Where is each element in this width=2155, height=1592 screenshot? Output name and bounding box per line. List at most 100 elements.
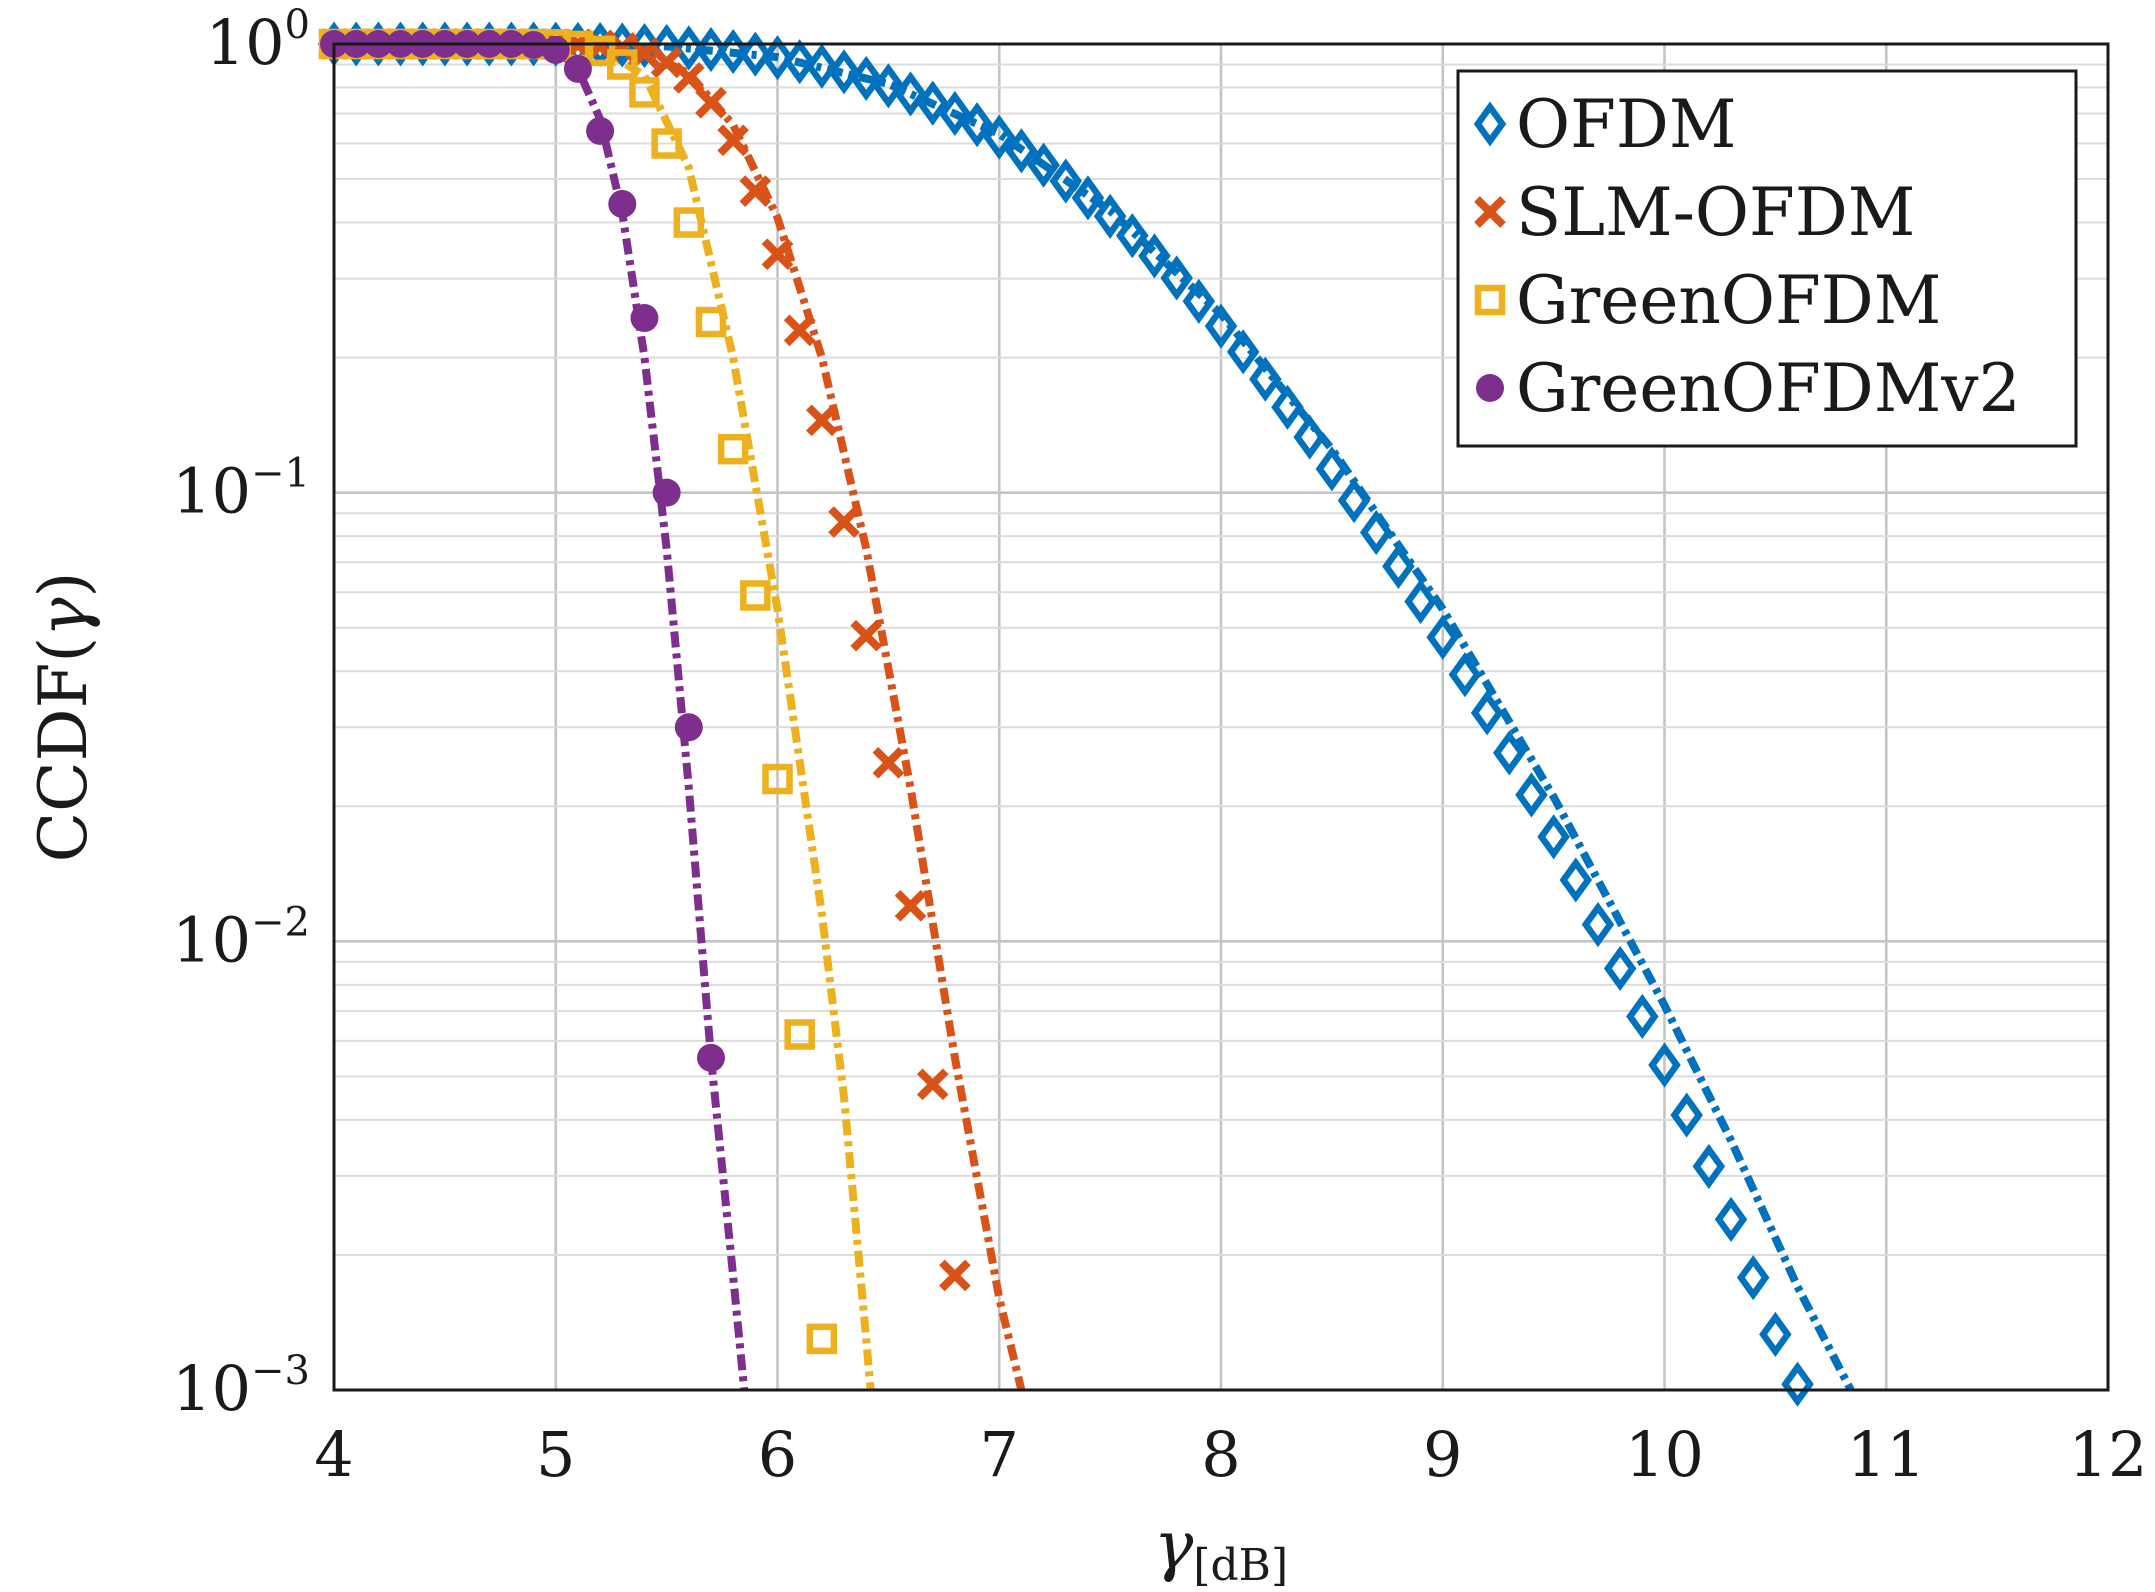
legend-box xyxy=(1456,69,2078,448)
x-tick-label: 11 xyxy=(1847,1418,1926,1491)
marker-greenofdm xyxy=(806,1323,838,1355)
marker-slm-ofdm xyxy=(850,619,883,652)
marker-greenofdmv2 xyxy=(696,1043,725,1072)
marker-slm-ofdm xyxy=(939,1259,971,1292)
marker-ofdm xyxy=(1049,158,1083,204)
marker-ofdm xyxy=(739,31,772,77)
marker-ofdm xyxy=(872,63,905,109)
marker-ofdm xyxy=(827,49,861,95)
marker-greenofdm xyxy=(629,77,660,108)
marker-ofdm xyxy=(1470,690,1504,736)
x-axis-symbol: γ xyxy=(1154,1507,1194,1584)
legend-item-greenofdm: GreenOFDM xyxy=(1474,262,1941,339)
marker-ofdm xyxy=(1027,142,1060,188)
legend-marker-slm-ofdm xyxy=(1474,196,1506,228)
x-tick-label: 7 xyxy=(980,1418,1019,1491)
marker-slm-ofdm xyxy=(650,46,683,79)
legend-label: GreenOFDM xyxy=(1516,262,1941,339)
marker-slm-ofdm xyxy=(717,124,749,157)
marker-ofdm xyxy=(849,55,883,102)
y-tick-label: 10−1 xyxy=(172,451,310,528)
marker-ofdm xyxy=(1249,356,1282,402)
marker-greenofdmv2 xyxy=(630,304,659,333)
x-tick-label: 4 xyxy=(314,1418,353,1491)
marker-greenofdm xyxy=(673,207,705,238)
marker-ofdm xyxy=(783,39,816,85)
marker-greenofdm xyxy=(695,306,727,338)
marker-greenofdm xyxy=(762,763,793,795)
legend: OFDM SLM-OFDM GreenOFDM GreenOFDMv2 xyxy=(1456,69,2078,448)
y-axis-prefix: CCDF( xyxy=(25,637,102,862)
x-tick-label: 9 xyxy=(1423,1418,1462,1491)
marker-slm-ofdm xyxy=(894,889,927,922)
marker-ofdm xyxy=(1382,543,1415,589)
marker-ofdm xyxy=(1071,175,1105,221)
marker-greenofdmv2 xyxy=(586,116,615,145)
y-axis-symbol: γ xyxy=(25,597,102,637)
marker-ofdm xyxy=(1714,1196,1748,1242)
marker-greenofdmv2 xyxy=(608,189,637,218)
marker-ofdm xyxy=(761,35,794,81)
marker-ofdm xyxy=(938,90,972,137)
legend-item-ofdm: OFDM xyxy=(1473,86,1736,163)
marker-ofdm xyxy=(1648,1042,1681,1088)
legend-label: OFDM xyxy=(1516,86,1736,163)
y-tick-base: 10 xyxy=(172,903,251,976)
marker-slm-ofdm xyxy=(695,86,727,119)
marker-ofdm xyxy=(1182,278,1216,324)
y-tick-exponent: −1 xyxy=(251,451,310,497)
x-axis-title: γ[dB] xyxy=(1154,1507,1288,1591)
marker-ofdm xyxy=(1626,993,1659,1040)
marker-slm-ofdm xyxy=(916,1068,949,1101)
marker-ofdm xyxy=(1426,614,1459,660)
plot-frame xyxy=(332,42,2110,1392)
y-tick-exponent: −3 xyxy=(251,1348,310,1394)
x-tick-label: 10 xyxy=(1625,1418,1704,1491)
y-axis-title: CCDF(γ) xyxy=(25,572,102,863)
marker-ofdm xyxy=(1315,446,1349,492)
marker-ofdm xyxy=(1537,814,1570,860)
marker-greenofdm xyxy=(651,128,682,159)
marker-ofdm xyxy=(960,102,994,148)
legend-marker-greenofdmv2 xyxy=(1476,374,1504,402)
y-tick-base: 10 xyxy=(206,6,285,79)
marker-ofdm xyxy=(1293,414,1326,460)
marker-greenofdmv2 xyxy=(652,478,681,507)
marker-ofdm xyxy=(1448,652,1482,698)
y-tick-exponent: 0 xyxy=(285,2,310,48)
marker-slm-ofdm xyxy=(672,62,705,94)
legend-marker-ofdm xyxy=(1473,101,1507,147)
marker-ofdm xyxy=(1581,901,1615,948)
marker-ofdm xyxy=(1005,128,1038,174)
marker-ofdm xyxy=(1603,945,1637,992)
marker-ofdm xyxy=(1736,1255,1770,1301)
marker-ofdm xyxy=(1515,772,1548,818)
legend-marker-greenofdm xyxy=(1474,284,1506,316)
marker-ofdm xyxy=(983,114,1016,160)
marker-ofdm xyxy=(916,80,949,126)
x-tick-label: 6 xyxy=(758,1418,797,1491)
legend-item-slm-ofdm: SLM-OFDM xyxy=(1474,174,1915,251)
marker-ofdm xyxy=(1493,730,1526,776)
x-tick-label: 8 xyxy=(1201,1418,1240,1491)
marker-greenofdm xyxy=(607,49,638,80)
marker-slm-ofdm xyxy=(761,238,794,271)
marker-ofdm xyxy=(1337,478,1371,524)
y-tick-exponent: −2 xyxy=(251,899,310,945)
marker-greenofdmv2 xyxy=(563,54,592,83)
series-line-greenofdm xyxy=(334,44,875,1390)
legend-label: SLM-OFDM xyxy=(1516,174,1915,251)
marker-slm-ofdm xyxy=(783,314,816,347)
series-line-greenofdmv2 xyxy=(334,44,749,1390)
marker-ofdm xyxy=(805,43,839,89)
marker-ofdm xyxy=(1160,255,1193,301)
marker-ofdm xyxy=(716,28,750,75)
x-axis-unit: [dB] xyxy=(1193,1540,1288,1591)
marker-greenofdmv2 xyxy=(674,713,703,742)
marker-ofdm xyxy=(1692,1143,1726,1189)
marker-ofdm xyxy=(672,25,706,71)
x-tick-label: 5 xyxy=(536,1418,575,1491)
y-tick-label: 10−3 xyxy=(172,1348,310,1425)
